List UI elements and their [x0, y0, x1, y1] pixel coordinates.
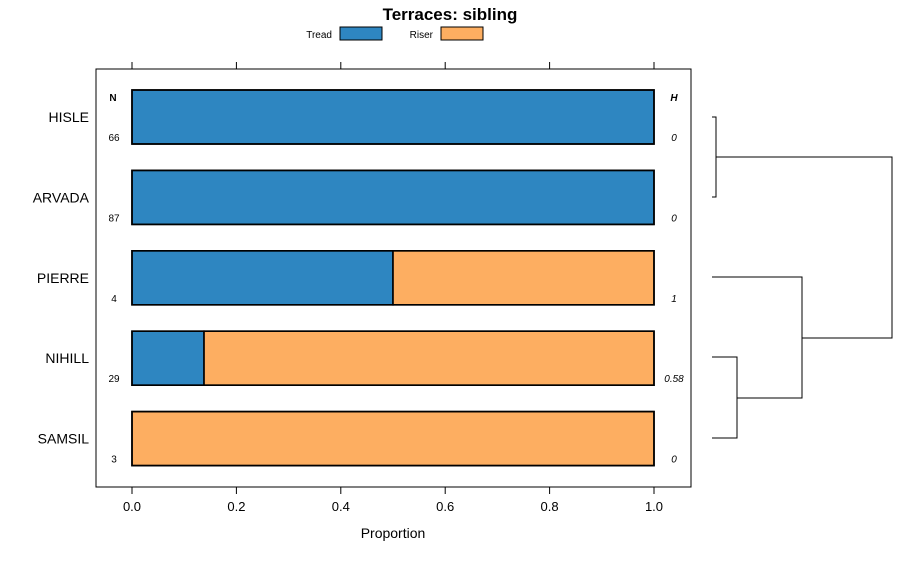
- bar-segment-tread: [131, 330, 205, 387]
- bar-outline: [131, 410, 655, 467]
- x-axis-label: Proportion: [361, 525, 426, 541]
- h-value: 1: [671, 294, 677, 305]
- n-value: 29: [108, 374, 120, 385]
- category-label: PIERRE: [37, 270, 89, 286]
- h-value: 0: [671, 455, 677, 466]
- bar-segment-riser: [392, 250, 655, 306]
- bar-segment-tread: [131, 250, 394, 306]
- category-label: NIHILL: [45, 350, 89, 366]
- legend-swatch-tread: [339, 26, 383, 41]
- h-column: H 0 0 1 0.58 0: [664, 93, 684, 466]
- legend-swatch-riser: [440, 26, 484, 41]
- n-value: 4: [111, 294, 117, 305]
- plot-panel: [95, 68, 692, 488]
- h-header: H: [670, 93, 678, 104]
- bars: [131, 89, 655, 467]
- bar-outline: [131, 250, 655, 306]
- bar-row-hisle: [131, 89, 655, 145]
- bottom-axis: 0.0 0.2 0.4 0.6 0.8 1.0: [123, 487, 663, 514]
- bar-row-pierre: [131, 250, 655, 306]
- bar-segment-riser: [131, 410, 655, 467]
- n-value: 66: [108, 133, 120, 144]
- dendro-pierre-cluster: [712, 276, 803, 399]
- legend: Tread Riser: [306, 26, 484, 41]
- n-column: N 66 87 4 29 3: [108, 93, 120, 466]
- bar-segment-tread: [131, 89, 655, 145]
- legend-label-riser: Riser: [410, 30, 434, 41]
- n-value: 3: [111, 455, 117, 466]
- bar-row-nihill: [131, 330, 655, 387]
- x-tick-label: 0.2: [227, 499, 245, 514]
- category-label: HISLE: [49, 109, 89, 125]
- h-value: 0.58: [664, 374, 684, 385]
- bar-row-arvada: [131, 169, 655, 226]
- bar-row-samsil: [131, 410, 655, 467]
- top-axis-ticks: [131, 62, 655, 69]
- x-tick-label: 0.8: [541, 499, 559, 514]
- chart-title: Terraces: sibling: [383, 5, 518, 24]
- dendrogram: [712, 116, 893, 439]
- dendro-nihill-samsil: [712, 356, 738, 439]
- category-label: ARVADA: [33, 189, 90, 205]
- dendro-hisle-arvada: [712, 116, 717, 198]
- x-tick-label: 1.0: [645, 499, 663, 514]
- bar-outline: [131, 330, 655, 387]
- bar-outline: [131, 169, 655, 226]
- bar-segment-riser: [203, 330, 655, 387]
- h-value: 0: [671, 133, 677, 144]
- category-label: SAMSIL: [38, 431, 90, 447]
- bar-outline: [131, 89, 655, 145]
- dendro-root: [716, 156, 893, 339]
- x-tick-label: 0.6: [436, 499, 454, 514]
- n-header: N: [109, 93, 116, 104]
- x-tick-label: 0.4: [332, 499, 350, 514]
- n-value: 87: [108, 213, 120, 224]
- bar-segment-tread: [131, 169, 655, 226]
- legend-label-tread: Tread: [306, 30, 332, 41]
- x-tick-label: 0.0: [123, 499, 141, 514]
- h-value: 0: [671, 213, 677, 224]
- category-labels: HISLE ARVADA PIERRE NIHILL SAMSIL: [33, 109, 90, 447]
